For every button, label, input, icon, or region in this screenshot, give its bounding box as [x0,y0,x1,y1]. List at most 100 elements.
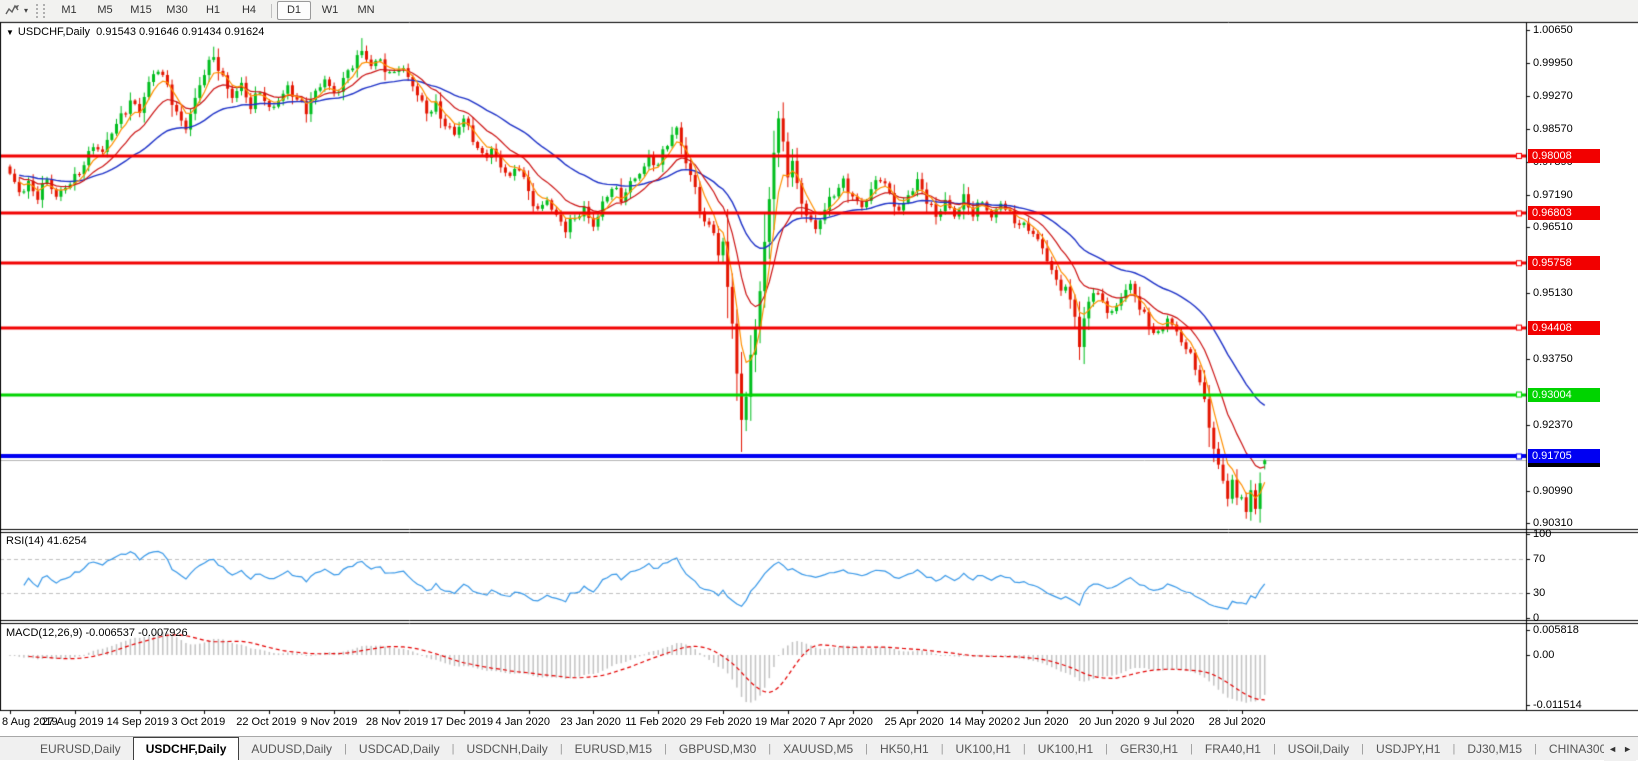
price-axis-tick: 0.98570 [1533,123,1573,136]
rsi-value: 41.6254 [46,535,87,547]
date-axis-label: 9 Nov 2019 [301,716,358,728]
symbol-dropdown-icon[interactable]: ▼ [6,28,14,37]
rsi-indicator-label: RSI(14) 41.6254 [6,535,87,547]
date-axis-label: 19 Mar 2020 [754,716,817,728]
tab-scroll-arrows: ◄ ► [1604,737,1636,761]
price-axis-tick: 0.97190 [1533,188,1573,201]
chart-tab-dj30[interactable]: DJ30,M15 [1467,741,1523,756]
level-price-label: 0.94408 [1528,320,1600,335]
timeframe-mn-button[interactable]: MN [357,4,375,16]
rsi-axis-tick: 0 [1533,612,1540,624]
timeframe-w1-button[interactable]: W1 [321,4,339,16]
date-axis-label: 4 Jan 2020 [495,716,550,728]
chart-tab-usdcnh[interactable]: USDCNH,Daily [466,741,548,756]
rsi-axis-tick: 30 [1533,586,1546,599]
macd-indicator-label: MACD(12,26,9) -0.006537 -0.007926 [6,627,188,639]
tab-separator: | [1534,742,1537,755]
chart-tab-bar: EURUSD,Daily USDCHF,Daily AUDUSD,Daily | USD… [0,736,1638,761]
level-price-label: 0.95758 [1528,256,1600,271]
date-axis-label: 14 Sep 2019 [106,716,170,728]
tab-separator: | [768,742,772,755]
chart-tabs: EURUSD,Daily USDCHF,Daily AUDUSD,Daily | USD… [28,737,1638,760]
rsi-name: RSI(14) [6,535,44,547]
timeframe-h4-button[interactable]: H4 [241,4,257,16]
price-axis-tick: 0.92370 [1533,418,1573,431]
chart-tab-usoil[interactable]: USOil,Daily [1287,741,1350,756]
chart-tab-uk100[interactable]: UK100,H1 [955,741,1011,756]
tab-separator: | [451,742,455,755]
chart-tab-usdcad[interactable]: USDCAD,Daily [358,741,440,756]
chart-tab-xauusd[interactable]: XAUUSD,M5 [783,741,854,756]
date-axis-label: 20 Jun 2020 [1078,716,1140,728]
tool-dropdown-caret[interactable]: ▾ [24,6,29,15]
date-axis-label: 27 Aug 2019 [41,716,104,728]
date-axis-label: 9 Jul 2020 [1143,716,1195,728]
chart-tab-gbpusd[interactable]: GBPUSD,M30 [678,741,757,756]
macd-values: -0.006537 -0.007926 [85,627,188,639]
chart-tab-ger30[interactable]: GER30,H1 [1120,741,1179,756]
tab-separator: | [1190,742,1193,755]
timeframe-buttons: M1 M5 M15 M30 H1 H4 D1 W1 MN [51,1,384,20]
macd-axis-tick: 0.00 [1533,649,1555,661]
timeframe-m30-button[interactable]: M30 [166,4,188,16]
macd-name: MACD(12,26,9) [6,627,83,639]
tab-separator: | [940,742,944,755]
toolbar-separator [271,3,272,18]
timeframe-m5-button[interactable]: M5 [97,4,113,16]
rsi-axis-tick: 70 [1533,553,1546,566]
chart-tab-fra40[interactable]: FRA40,H1 [1204,741,1261,756]
tab-scroll-right-icon[interactable]: ► [1623,744,1632,754]
macd-axis-tick: 0.005818 [1533,623,1579,636]
chart-ohlc-values: 0.91543 0.91646 0.91434 0.91624 [96,26,265,38]
price-axis-tick: 0.90990 [1533,484,1573,497]
tab-separator: | [664,742,667,755]
tab-scroll-left-icon[interactable]: ◄ [1608,744,1618,754]
timeframe-m1-button[interactable]: M1 [61,4,77,16]
date-axis-label: 2 Jun 2020 [1014,716,1069,728]
chart-tab-hk50[interactable]: HK50,H1 [879,741,929,756]
date-axis-label: 11 Feb 2020 [625,716,687,728]
price-axis-tick: 1.00650 [1533,24,1573,36]
date-axis-label: 8 Aug 2019 [2,716,58,728]
date-axis-label: 14 May 2020 [949,716,1013,728]
tab-separator: | [1361,742,1364,755]
level-price-label: 0.98008 [1528,148,1600,163]
tab-separator: | [1452,742,1456,755]
chart-tab-eurusd[interactable]: EURUSD,Daily [40,741,121,756]
tab-separator: | [559,742,563,755]
chart-tab-eurusd[interactable]: EURUSD,M15 [574,741,653,756]
price-axis-tick: 0.99950 [1533,57,1573,70]
tab-separator: | [1022,742,1026,755]
date-axis-label: 28 Nov 2019 [365,716,429,728]
price-axis-tick: 0.90310 [1533,516,1573,529]
price-axis-tick: 0.96510 [1533,221,1573,234]
chart-tab-uk100[interactable]: UK100,H1 [1037,741,1094,756]
tab-separator: | [1272,742,1276,755]
level-price-label: 0.91705 [1528,449,1600,464]
tab-separator: | [344,742,347,755]
toolbar-grip [36,3,45,18]
price-axis-tick: 0.99270 [1533,89,1573,102]
date-axis-label: 7 Apr 2020 [819,716,873,728]
price-axis-tick: 0.95130 [1533,287,1573,300]
chart-title: ▼ USDCHF,Daily 0.91543 0.91646 0.91434 0.… [6,26,264,38]
rsi-axis-tick: 100 [1533,528,1552,540]
level-price-label: 0.93004 [1528,387,1600,402]
level-price-label: 0.96803 [1528,206,1600,221]
tab-separator: | [1637,737,1638,760]
timeframe-h1-button[interactable]: H1 [205,4,221,16]
chart-tab-usdjpy[interactable]: USDJPY,H1 [1376,741,1441,756]
tab-separator: | [1105,742,1109,755]
chart-tab-audusd[interactable]: AUDUSD,Daily [251,741,333,756]
timeframe-m15-button[interactable]: M15 [130,4,152,16]
date-axis-label: 17 Dec 2019 [430,716,494,728]
chart-tab-usdchf[interactable]: USDCHF,Daily [132,737,240,760]
timeframe-toolbar: ▾ M1 M5 M15 M30 H1 H4 D1 W1 MN [0,0,1638,22]
date-axis-label: 23 Jan 2020 [560,716,621,728]
cursor-tool-icon[interactable] [2,2,24,20]
timeframe-d1-button[interactable]: D1 [277,1,311,20]
price-axis-tick: 0.93750 [1533,352,1573,365]
date-axis-label: 25 Apr 2020 [884,716,944,728]
date-axis-label: 3 Oct 2019 [171,716,226,728]
